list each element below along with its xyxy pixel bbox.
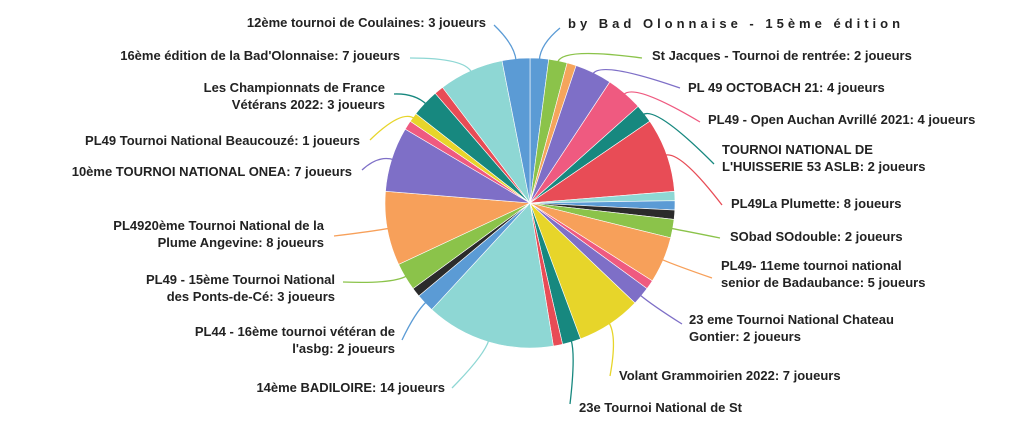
slice-labels: by Bad Olonnaise - 15ème édition St Jacqu… xyxy=(72,15,976,415)
slice-label-6-line-0: PL49La Plumette: 8 joueurs xyxy=(731,196,902,211)
slice-label-13-line-0: 23 eme Tournoi National Chateau xyxy=(689,312,894,327)
leader-line-11 xyxy=(661,258,713,279)
slice-label-17-line-0: 14ème BADILOIRE: 14 joueurs xyxy=(256,380,445,395)
slice-label-21-line-1: Plume Angevine: 8 joueurs xyxy=(158,235,324,250)
leader-line-24 xyxy=(369,115,415,141)
leader-line-18 xyxy=(401,301,427,341)
slice-label-5-line-0: TOURNOI NATIONAL DE xyxy=(722,142,873,157)
leader-line-22 xyxy=(361,157,394,171)
leader-line-27 xyxy=(409,57,473,73)
leader-line-17 xyxy=(451,339,490,389)
leader-line-21 xyxy=(333,227,390,237)
slice-label-13-line-1: Gontier: 2 joueurs xyxy=(689,329,801,344)
slice-label-10-line-0: SObad SOdouble: 2 joueurs xyxy=(730,229,903,244)
leader-line-25 xyxy=(393,93,427,105)
slice-label-11-line-1: senior de Badaubance: 5 joueurs xyxy=(721,275,925,290)
leader-line-3 xyxy=(592,68,681,89)
leader-line-10 xyxy=(670,227,721,239)
slice-label-11-line-0: PL49- 11eme tournoi national xyxy=(721,258,902,273)
slice-label-20-line-1: des Ponts-de-Cé: 3 joueurs xyxy=(167,289,335,304)
leader-line-1 xyxy=(556,52,643,63)
leader-line-13 xyxy=(639,294,683,325)
leader-lines xyxy=(333,24,723,405)
leader-line-6 xyxy=(664,154,723,206)
slice-label-22-line-0: 10ème TOURNOI NATIONAL ONEA: 7 joueurs xyxy=(72,164,352,179)
leader-line-4 xyxy=(623,91,701,123)
leader-line-14 xyxy=(608,322,615,377)
leader-line-20 xyxy=(342,275,408,284)
slice-label-5-line-1: L'HUISSERIE 53 ASLB: 2 joueurs xyxy=(722,159,925,174)
pie-slices xyxy=(384,57,676,349)
leader-line-5 xyxy=(642,112,715,165)
slice-label-21-line-0: PL4920ème Tournoi National de la xyxy=(113,218,324,233)
leader-line-15 xyxy=(569,339,574,405)
slice-label-25-line-1: Vétérans 2022: 3 joueurs xyxy=(232,97,385,112)
slice-label-18-line-0: PL44 - 16ème tournoi vétéran de xyxy=(195,324,395,339)
slice-label-27-line-0: 16ème édition de la Bad'Olonnaise: 7 jou… xyxy=(120,48,400,63)
slice-label-28-line-0: 12ème tournoi de Coulaines: 3 joueurs xyxy=(247,15,486,30)
slice-label-0-line-0: by Bad Olonnaise - 15ème édition xyxy=(568,16,904,31)
slice-label-14-line-0: Volant Grammoirien 2022: 7 joueurs xyxy=(619,368,841,383)
slice-label-1-line-0: St Jacques - Tournoi de rentrée: 2 joueu… xyxy=(652,48,912,63)
leader-line-28 xyxy=(493,24,517,61)
slice-label-25-line-0: Les Championnats de France xyxy=(204,80,385,95)
slice-label-20-line-0: PL49 - 15ème Tournoi National xyxy=(146,272,335,287)
slice-label-3-line-0: PL 49 OCTOBACH 21: 4 joueurs xyxy=(688,80,885,95)
slice-label-18-line-1: l'asbg: 2 joueurs xyxy=(292,341,395,356)
slice-label-15-line-0: 23e Tournoi National de St xyxy=(579,400,743,415)
leader-line-0 xyxy=(538,27,561,61)
slice-label-4-line-0: PL49 - Open Auchan Avrillé 2021: 4 joueu… xyxy=(708,112,975,127)
slice-label-24-line-0: PL49 Tournoi National Beaucouzé: 1 joueu… xyxy=(85,133,360,148)
